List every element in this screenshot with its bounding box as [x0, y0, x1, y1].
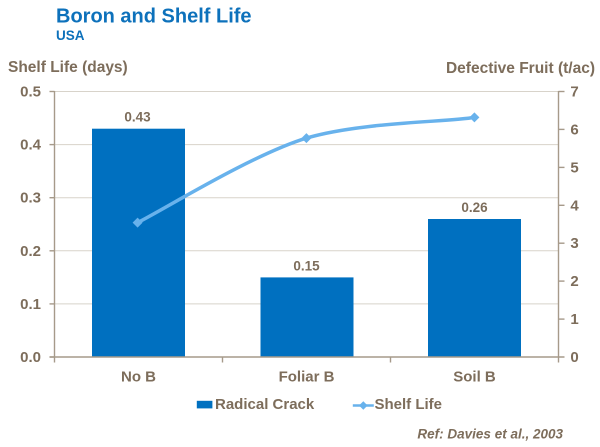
svg-text:0.5: 0.5 — [20, 84, 41, 101]
svg-text:7: 7 — [570, 84, 578, 101]
svg-text:No B: No B — [121, 369, 156, 386]
svg-text:Radical Crack: Radical Crack — [215, 396, 315, 413]
svg-text:0.26: 0.26 — [461, 200, 488, 215]
svg-text:0.0: 0.0 — [20, 349, 41, 366]
svg-text:0.43: 0.43 — [124, 110, 151, 125]
svg-text:Boron and Shelf Life: Boron and Shelf Life — [56, 6, 252, 28]
svg-text:4: 4 — [570, 197, 579, 214]
svg-text:Shelf Life (days): Shelf Life (days) — [8, 59, 128, 76]
svg-text:0.2: 0.2 — [20, 243, 41, 260]
svg-text:Soil B: Soil B — [453, 369, 496, 386]
svg-text:Shelf Life: Shelf Life — [375, 396, 443, 413]
svg-text:0.15: 0.15 — [293, 258, 320, 273]
svg-text:Defective Fruit (t/ac): Defective Fruit (t/ac) — [446, 60, 595, 77]
svg-text:1: 1 — [570, 311, 578, 328]
svg-text:2: 2 — [570, 273, 578, 290]
svg-text:0: 0 — [570, 349, 578, 366]
svg-text:Foliar B: Foliar B — [279, 369, 335, 386]
svg-text:5: 5 — [570, 159, 578, 176]
svg-text:Ref: Davies et al., 2003: Ref: Davies et al., 2003 — [417, 427, 563, 442]
svg-text:0.1: 0.1 — [20, 296, 41, 313]
svg-text:3: 3 — [570, 235, 578, 252]
svg-text:USA: USA — [56, 28, 85, 43]
svg-text:0.4: 0.4 — [20, 137, 42, 154]
svg-text:6: 6 — [570, 121, 578, 138]
svg-text:0.3: 0.3 — [20, 190, 41, 207]
